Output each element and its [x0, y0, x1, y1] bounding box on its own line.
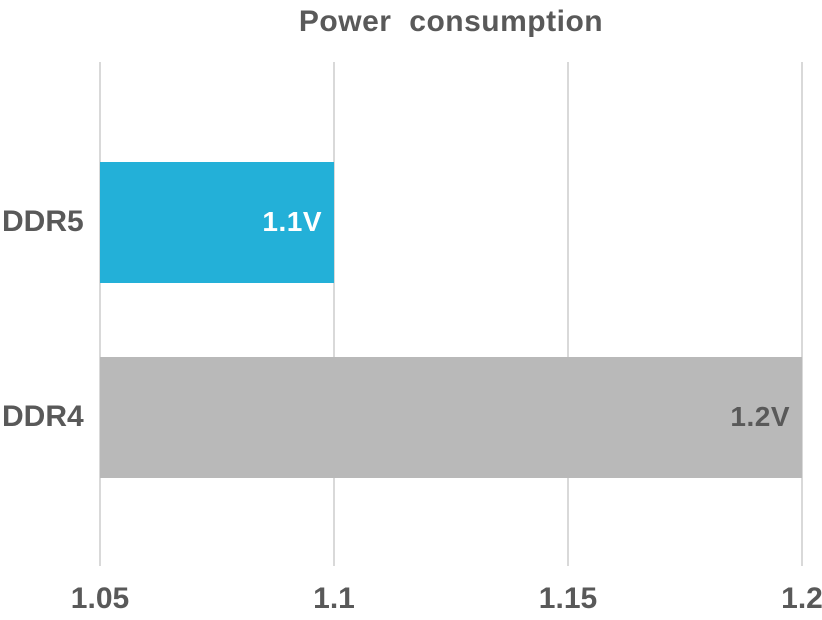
gridline — [801, 62, 803, 566]
x-tick-label: 1.15 — [538, 582, 598, 615]
bar-ddr4: 1.2V — [100, 356, 802, 478]
x-tick-label: 1.1 — [313, 582, 355, 615]
gridline — [567, 62, 569, 566]
category-label-ddr4: DDR4 — [2, 400, 84, 433]
chart-title: Power consumption — [298, 5, 604, 38]
gridline — [99, 62, 101, 566]
bar-value-label: 1.1V — [262, 206, 322, 237]
x-tick-label: 1.05 — [70, 582, 130, 615]
bar-ddr5: 1.1V — [100, 161, 334, 283]
bar-value-label: 1.2V — [730, 401, 790, 432]
x-tick-label: 1.2 — [781, 582, 822, 615]
gridline — [333, 62, 335, 566]
category-label-ddr5: DDR5 — [2, 205, 84, 238]
